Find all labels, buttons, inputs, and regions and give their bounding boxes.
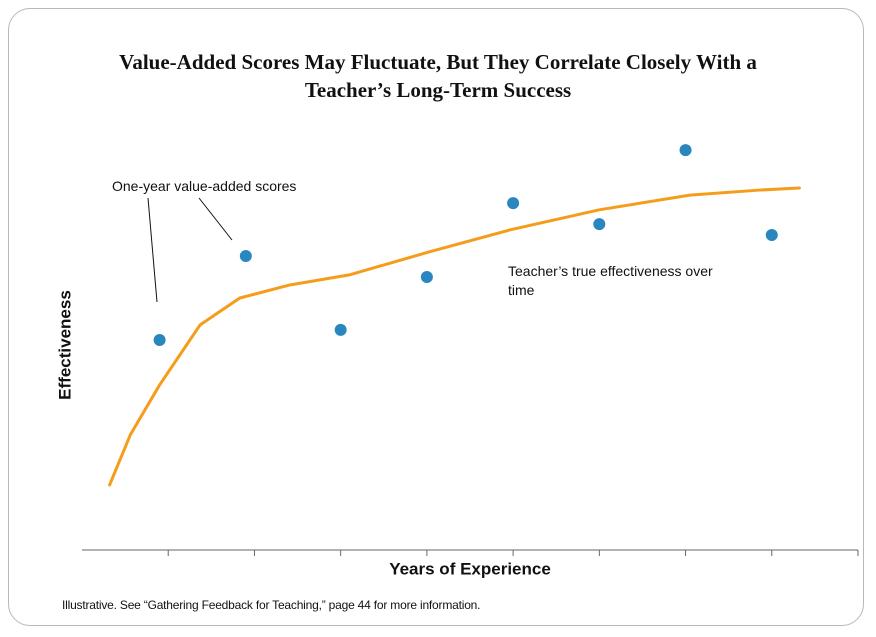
pointer-line [147, 197, 158, 303]
annotation: Teacher’s true effectiveness over time [508, 263, 713, 298]
trend-line [108, 186, 801, 487]
score-point [679, 144, 692, 157]
score-point [153, 334, 166, 346]
score-point [239, 250, 252, 262]
score-point [593, 218, 606, 231]
y-axis-label: Effectiveness [55, 290, 74, 400]
annotation: One-year value-added scores [112, 178, 297, 194]
score-point [507, 197, 520, 210]
score-point [765, 229, 778, 241]
frame [8, 8, 864, 626]
chart-title: Value-Added Scores May Fluctuate, But Th… [119, 50, 757, 102]
score-point [420, 271, 433, 283]
footnote: Illustrative. See “Gathering Feedback fo… [62, 598, 481, 612]
x-axis-label: Years of Experience [389, 559, 551, 578]
score-point [334, 323, 347, 336]
pointer-line [198, 197, 233, 241]
